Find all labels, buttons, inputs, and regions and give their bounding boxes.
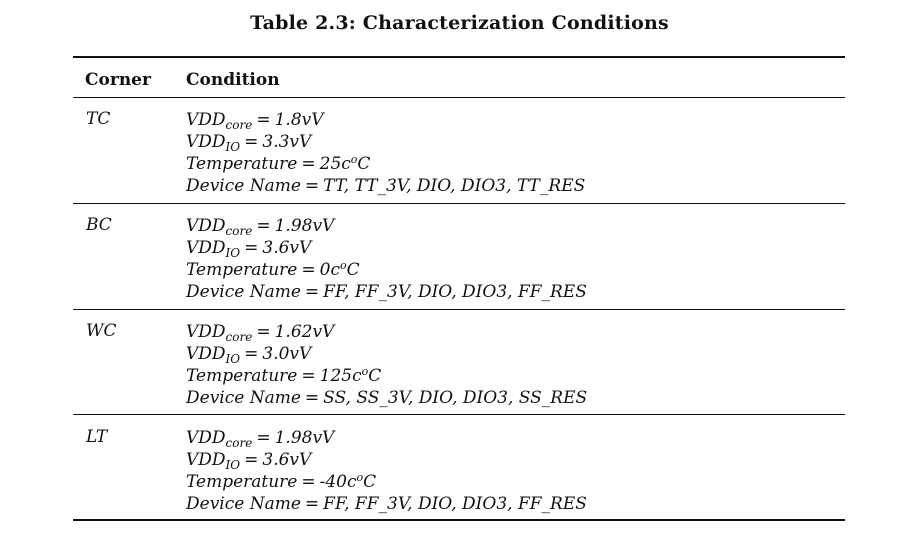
header-corner: Corner (85, 70, 151, 90)
row-rule (73, 309, 845, 310)
top-rule (73, 56, 845, 58)
temperature-line: Temperature = 125coC (186, 365, 382, 386)
condition-cell-wc: VDDcore = 1.62vV VDDIO = 3.0vV Temperature = 1… (186, 321, 587, 409)
vdd-io-line: VDDIO = 3.6vV (186, 238, 312, 260)
vdd-core-line: VDDcore = 1.8vV (186, 110, 324, 132)
corner-cell-bc: BC (86, 215, 112, 235)
vdd-io-line: VDDIO = 3.3vV (186, 132, 312, 154)
condition-cell-tc: VDDcore = 1.8vV VDDIO = 3.3vV Temperature = 25… (186, 109, 585, 197)
vdd-io-line: VDDIO = 3.6vV (186, 450, 312, 472)
corner-cell-tc: TC (86, 109, 111, 129)
header-rule (73, 97, 845, 98)
temperature-line: Temperature = -40coC (186, 471, 377, 492)
header-condition: Condition (186, 70, 280, 90)
vdd-core-line: VDDcore = 1.98vV (186, 216, 335, 238)
condition-cell-lt: VDDcore = 1.98vV VDDIO = 3.6vV Temperature = -… (186, 427, 587, 515)
condition-cell-bc: VDDcore = 1.98vV VDDIO = 3.6vV Temperature = 0… (186, 215, 587, 303)
temperature-line: Temperature = 0coC (186, 259, 360, 280)
bottom-rule (73, 519, 845, 521)
device-name-line: Device Name = FF, FF_3V, DIO, DIO3, FF_RES (186, 494, 587, 514)
row-rule (73, 203, 845, 204)
temperature-line: Temperature = 25coC (186, 153, 371, 174)
corner-cell-lt: LT (86, 427, 108, 447)
vdd-io-line: VDDIO = 3.0vV (186, 344, 312, 366)
device-name-line: Device Name = FF, FF_3V, DIO, DIO3, FF_RES (186, 282, 587, 302)
corner-cell-wc: WC (86, 321, 117, 341)
vdd-core-line: VDDcore = 1.98vV (186, 428, 335, 450)
table-caption: Table 2.3: Characterization Conditions (250, 12, 669, 34)
vdd-core-line: VDDcore = 1.62vV (186, 322, 335, 344)
device-name-line: Device Name = SS, SS_3V, DIO, DIO3, SS_RES (186, 388, 588, 408)
row-rule (73, 414, 845, 415)
device-name-line: Device Name = TT, TT_3V, DIO, DIO3, TT_RES (186, 176, 586, 196)
